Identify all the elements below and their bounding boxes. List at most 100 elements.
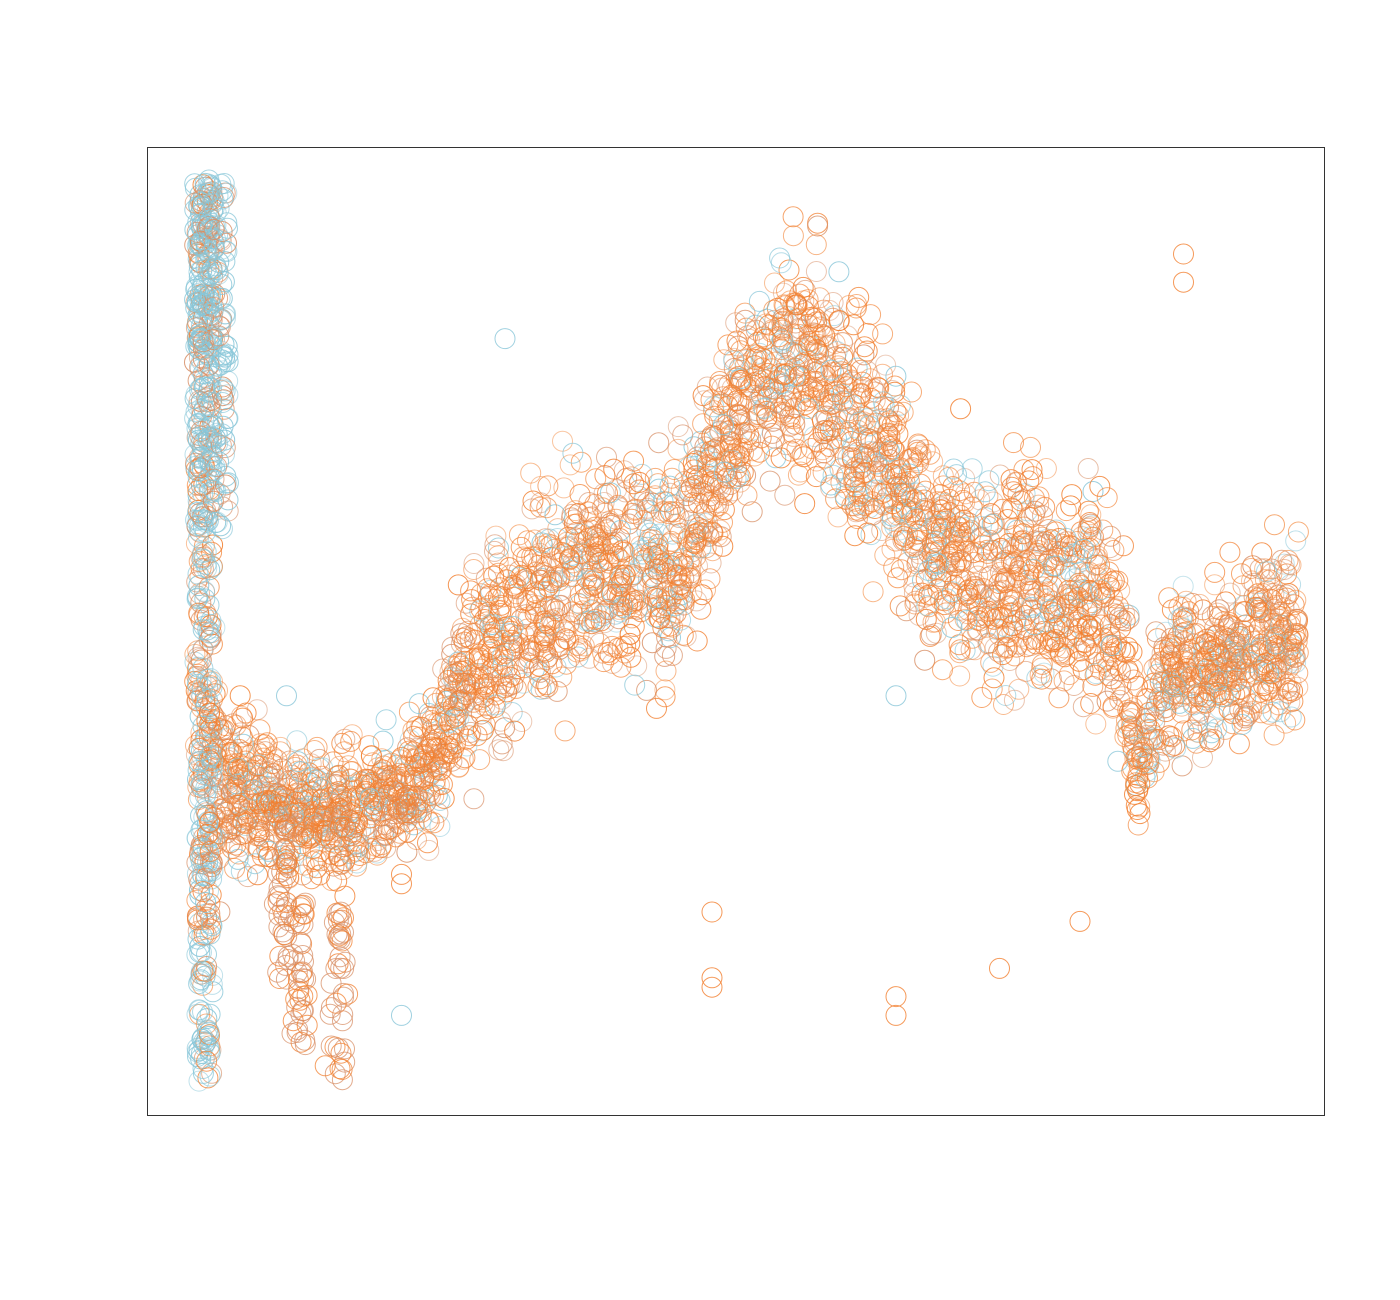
data-point-4314 <box>268 916 290 938</box>
data-point-1840 <box>406 829 427 850</box>
data-point-1360 <box>734 302 756 324</box>
data-point-3574 <box>484 540 505 562</box>
data-point-3555 <box>522 490 544 512</box>
data-point-2576 <box>804 335 825 357</box>
data-point-2678 <box>681 581 703 603</box>
data-point-3503 <box>684 533 706 555</box>
data-point-3043 <box>1107 570 1129 592</box>
data-point-4149 <box>184 351 205 373</box>
data-point-3339 <box>225 714 247 736</box>
data-point-3317 <box>558 615 580 637</box>
data-point-3375 <box>845 476 867 498</box>
data-point-3315 <box>808 334 830 355</box>
data-point-1446 <box>511 711 533 732</box>
data-point-2816 <box>688 492 709 514</box>
data-point-3480 <box>559 454 581 476</box>
data-point-2222 <box>884 375 906 397</box>
data-point-3457 <box>1279 614 1301 636</box>
data-point-3266 <box>956 540 978 562</box>
data-point-4207 <box>197 182 219 204</box>
data-points <box>184 169 1309 1092</box>
data-point-4312 <box>267 885 289 907</box>
data-point-2831 <box>1256 561 1277 583</box>
data-point-3527 <box>726 330 748 352</box>
data-point-2902 <box>970 516 992 537</box>
data-point-4208 <box>214 474 236 496</box>
data-point-3497 <box>837 447 859 469</box>
data-point-1979 <box>667 416 689 438</box>
data-point-3024 <box>735 376 757 397</box>
data-point-2943 <box>1148 653 1170 675</box>
data-point-4411 <box>391 863 412 885</box>
data-point-1633 <box>488 537 509 559</box>
data-point-4319 <box>268 808 290 830</box>
data-point-3282 <box>1148 729 1170 751</box>
data-point-1995 <box>1173 631 1195 653</box>
data-point-3967 <box>188 751 210 773</box>
data-point-2503 <box>411 716 433 738</box>
data-point-2193 <box>883 557 905 579</box>
data-point-1466 <box>1099 641 1121 663</box>
data-point-3341 <box>1069 607 1091 628</box>
data-point-3183 <box>1010 532 1032 554</box>
data-point-2607 <box>741 501 763 523</box>
data-point-3351 <box>782 206 804 228</box>
data-point-2985 <box>1171 618 1193 640</box>
data-point-2925 <box>1161 635 1183 657</box>
data-point-3468 <box>505 583 527 605</box>
data-point-2638 <box>624 590 646 612</box>
data-point-3125 <box>874 544 896 566</box>
data-point-3360 <box>487 552 509 574</box>
data-point-4091 <box>200 365 222 387</box>
data-point-2753 <box>950 522 972 543</box>
data-point-4414 <box>1000 469 1022 491</box>
data-point-1748 <box>700 552 722 574</box>
data-point-3529 <box>761 435 783 457</box>
data-point-2855 <box>864 498 886 519</box>
data-point-4332 <box>292 914 314 935</box>
data-point-3308 <box>812 420 834 442</box>
data-point-2499 <box>532 640 554 662</box>
data-point-2431 <box>621 508 643 530</box>
data-point-2297 <box>317 850 339 872</box>
data-point-3365 <box>374 813 396 835</box>
data-point-4182 <box>215 303 236 325</box>
data-point-2005 <box>495 642 517 664</box>
data-point-3773 <box>200 884 222 906</box>
data-point-3238 <box>1246 643 1268 665</box>
data-point-3472 <box>1219 582 1241 604</box>
data-point-2994 <box>1160 634 1182 655</box>
data-point-2817 <box>1204 659 1226 681</box>
data-point-3757 <box>193 606 215 628</box>
data-point-2213 <box>901 381 922 403</box>
data-point-1023 <box>950 398 972 420</box>
data-point-1825 <box>1031 657 1053 679</box>
data-point-2219 <box>555 628 577 650</box>
data-point-869 <box>1188 704 1210 726</box>
data-point-2579 <box>995 567 1017 589</box>
data-point-1524 <box>969 528 991 550</box>
data-point-4260 <box>192 331 214 353</box>
data-point-2262 <box>304 740 325 761</box>
data-point-3082 <box>1080 504 1102 526</box>
data-point-3589 <box>941 617 963 638</box>
data-point-3463 <box>672 624 694 646</box>
data-point-1974 <box>1002 481 1024 503</box>
data-point-1337 <box>644 467 666 489</box>
data-point-3232 <box>601 515 622 536</box>
data-point-2593 <box>593 651 615 673</box>
data-point-3549 <box>485 694 507 716</box>
data-point-2312 <box>494 617 516 638</box>
data-point-2340 <box>805 234 827 256</box>
data-point-3491 <box>1196 628 1218 650</box>
data-point-3484 <box>1009 556 1031 577</box>
data-point-4146 <box>214 380 236 402</box>
data-point-3179 <box>1064 590 1086 612</box>
data-point-2280 <box>1014 605 1036 626</box>
data-point-3682 <box>189 999 211 1021</box>
data-point-2136 <box>1129 796 1151 818</box>
data-point-1417 <box>783 323 805 345</box>
data-point-3283 <box>761 411 783 432</box>
data-point-1182 <box>1068 561 1090 583</box>
data-point-2858 <box>1201 663 1223 685</box>
